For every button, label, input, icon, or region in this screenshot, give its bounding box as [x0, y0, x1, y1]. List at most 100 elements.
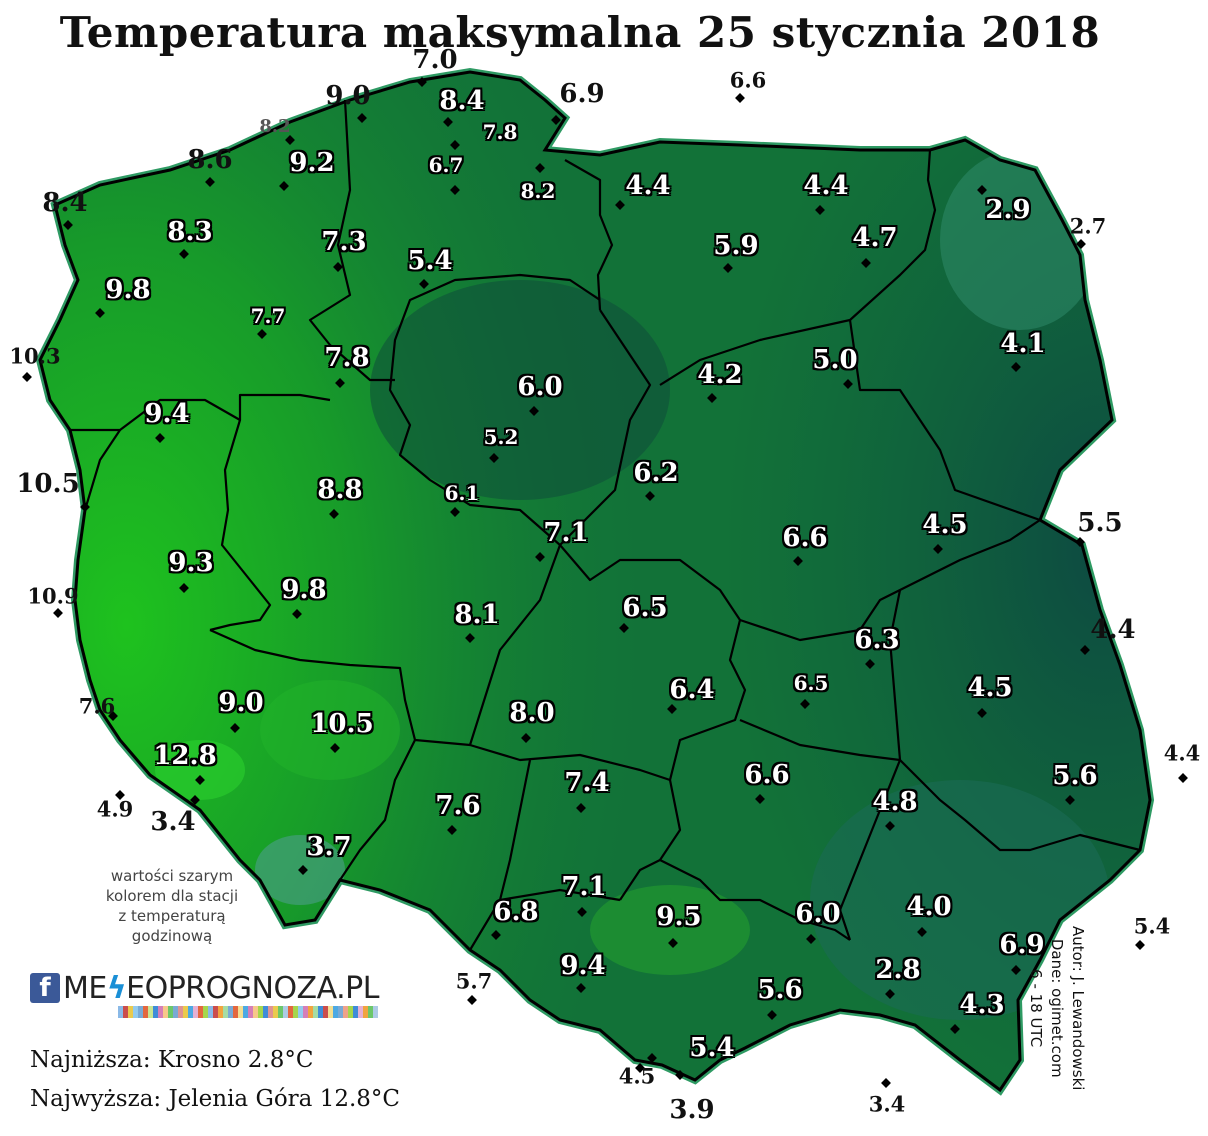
station-temperature: 8.3 — [167, 217, 213, 247]
color-strip-cell — [353, 1006, 358, 1018]
station-temperature: 6.0 — [795, 899, 841, 929]
station-temperature: 6.1 — [444, 481, 480, 505]
station-temperature: 9.0 — [218, 688, 264, 718]
station-temperature: 7.4 — [564, 768, 610, 798]
color-strip-cell — [288, 1006, 293, 1018]
color-strip-cell — [263, 1006, 268, 1018]
station-temperature: 3.7 — [306, 832, 352, 862]
lightning-bolt-icon: ϟ — [106, 970, 127, 1006]
facebook-icon[interactable]: f — [30, 973, 60, 1003]
legend-note: wartości szarym kolorem dla stacji z tem… — [82, 866, 262, 946]
brand-part-a: ME — [63, 970, 107, 1006]
color-strip-cell — [298, 1006, 303, 1018]
color-strip-cell — [293, 1006, 298, 1018]
color-strip-cell — [198, 1006, 203, 1018]
station-temperature: 6.5 — [622, 593, 668, 623]
station-temperature: 4.5 — [922, 510, 968, 540]
station-temperature: 7.8 — [482, 120, 518, 144]
station-temperature: 6.6 — [729, 67, 767, 93]
color-strip-cell — [173, 1006, 178, 1018]
station-temperature: 5.9 — [713, 231, 759, 261]
station-temperature: 7.0 — [412, 45, 458, 75]
color-strip-cell — [338, 1006, 343, 1018]
credit-period: 6 - 18 UTC — [1027, 969, 1045, 1048]
station-temperature: 4.4 — [1090, 615, 1136, 645]
station-temperature: 6.2 — [633, 458, 679, 488]
station-temperature: 9.4 — [560, 951, 606, 981]
station-temperature: 8.2 — [259, 116, 291, 137]
station-temperature: 4.4 — [803, 171, 849, 201]
station-temperature: 4.3 — [959, 990, 1005, 1020]
note-line: wartości szarym — [110, 867, 234, 885]
color-strip-cell — [318, 1006, 323, 1018]
credit-author: Autor: J. Lewandowski — [1069, 926, 1087, 1091]
color-strip-cell — [203, 1006, 208, 1018]
station-temperature: 6.4 — [669, 675, 715, 705]
station-temperature: 4.7 — [852, 223, 898, 253]
station-temperature: 7.6 — [435, 791, 481, 821]
color-strip-cell — [168, 1006, 173, 1018]
credit-data: Dane: ogimet.com — [1048, 938, 1066, 1078]
color-strip-cell — [348, 1006, 353, 1018]
station-temperature: 4.4 — [1163, 740, 1201, 766]
station-temperature: 2.7 — [1069, 213, 1107, 239]
note-line: godzinową — [131, 927, 213, 945]
station-temperature: 6.8 — [493, 897, 539, 927]
color-strip-cell — [303, 1006, 308, 1018]
color-strip-cell — [248, 1006, 253, 1018]
station-temperature: 4.5 — [967, 673, 1013, 703]
color-strip-cell — [148, 1006, 153, 1018]
station-temperature: 4.1 — [1000, 329, 1046, 359]
station-temperature: 6.3 — [854, 625, 900, 655]
station-temperature: 3.4 — [868, 1091, 906, 1117]
station-temperature: 8.4 — [42, 188, 88, 218]
color-strip-cell — [193, 1006, 198, 1018]
color-strip-cell — [183, 1006, 188, 1018]
color-strip-cell — [233, 1006, 238, 1018]
color-strip-cell — [333, 1006, 338, 1018]
station-temperature: 4.0 — [906, 892, 952, 922]
color-strip-cell — [323, 1006, 328, 1018]
station-temperature: 5.0 — [812, 345, 858, 375]
color-strip-cell — [123, 1006, 128, 1018]
station-temperature: 6.9 — [999, 930, 1045, 960]
station-temperature: 4.5 — [618, 1063, 656, 1089]
credits: Autor: J. Lewandowski Dane: ogimet.com 6… — [1025, 926, 1088, 1090]
station-temperature: 5.4 — [689, 1033, 735, 1063]
color-strip-cell — [283, 1006, 288, 1018]
station-temperature: 8.0 — [509, 698, 555, 728]
station-temperature: 4.9 — [96, 796, 134, 822]
station-temperature: 5.4 — [1133, 913, 1171, 939]
station-temperature: 2.9 — [985, 195, 1031, 225]
station-temperature: 10.5 — [310, 709, 374, 739]
station-temperature: 7.1 — [561, 872, 607, 902]
station-temperature: 5.4 — [407, 246, 453, 276]
station-temperature: 5.2 — [483, 425, 519, 449]
station-temperature: 2.8 — [875, 955, 921, 985]
color-strip-cell — [228, 1006, 233, 1018]
station-temperature: 3.4 — [150, 807, 196, 837]
color-strip-cell — [188, 1006, 193, 1018]
lowest-temperature: Najniższa: Krosno 2.8°C — [30, 1047, 314, 1073]
color-strip-cell — [268, 1006, 273, 1018]
color-strip-cell — [358, 1006, 363, 1018]
color-strip-cell — [273, 1006, 278, 1018]
color-strip-cell — [153, 1006, 158, 1018]
meteoprognoza-logo[interactable]: f MEϟEOPROGNOZA.PL — [30, 968, 379, 1008]
map-title: Temperatura maksymalna 25 stycznia 2018 — [59, 8, 1101, 57]
station-temperature: 9.0 — [325, 81, 371, 111]
highest-temperature: Najwyższa: Jelenia Góra 12.8°C — [30, 1086, 400, 1112]
color-strip-cell — [158, 1006, 163, 1018]
color-strip-cell — [213, 1006, 218, 1018]
color-strip-cell — [223, 1006, 228, 1018]
station-temperature: 5.7 — [455, 968, 493, 994]
color-strip-cell — [368, 1006, 373, 1018]
color-strip-cell — [258, 1006, 263, 1018]
station-temperature: 6.0 — [517, 372, 563, 402]
station-temperature: 6.6 — [782, 523, 828, 553]
color-strip-cell — [343, 1006, 348, 1018]
station-temperature: 7.8 — [324, 343, 370, 373]
station-temperature: 4.2 — [697, 360, 743, 390]
station-temperature: 9.4 — [144, 399, 190, 429]
color-strip-cell — [313, 1006, 318, 1018]
